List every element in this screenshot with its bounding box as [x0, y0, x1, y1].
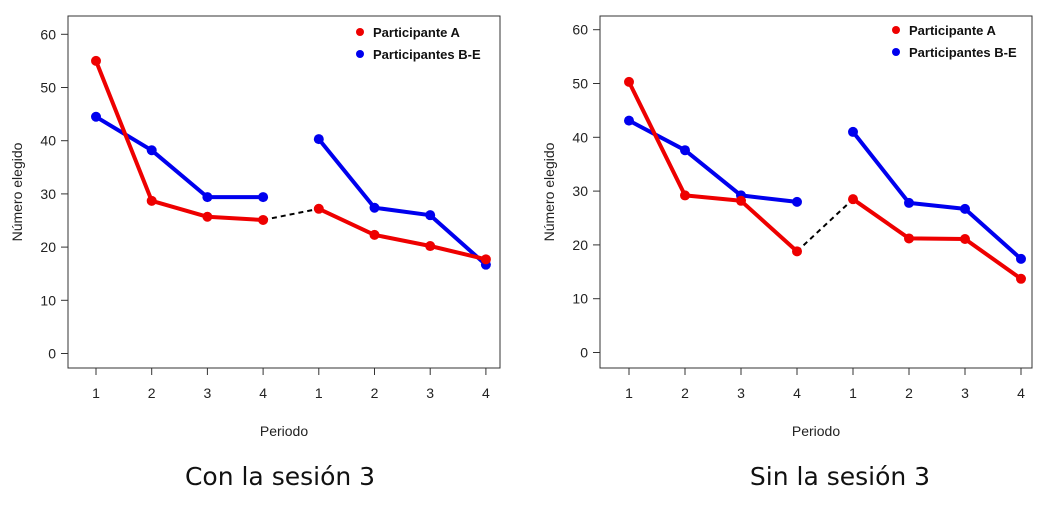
- data-point-participant-a: [792, 246, 802, 257]
- chart-right: 0 10 20 30 40 50 60 1 2 3 4 1 2 3 4 Periodo Número elegi…: [541, 15, 1033, 439]
- data-point-participants-b-e: [960, 203, 970, 214]
- y-tick-label: 60: [572, 22, 588, 38]
- series-line-participant-a: [851, 197, 1023, 281]
- series-line-participants-b-e: [851, 129, 1023, 261]
- data-point-participant-a: [904, 233, 914, 244]
- series-line-participants-b-e: [316, 137, 488, 267]
- y-tick-label: 10: [572, 291, 588, 307]
- y-tick-label: 30: [40, 186, 56, 202]
- y-tick-label: 50: [40, 80, 56, 96]
- data-point-participants-b-e: [369, 202, 380, 213]
- x-tick-label: 1: [92, 385, 100, 401]
- legend-label: Participante A: [909, 23, 997, 38]
- x-tick-label: 2: [905, 385, 913, 401]
- y-tick-label: 0: [580, 345, 588, 361]
- legend-label: Participante A: [373, 25, 461, 40]
- x-tick-label: 3: [737, 385, 745, 401]
- x-tick-label: 2: [148, 385, 156, 401]
- plot-frame: [599, 15, 1033, 369]
- x-tick-label: 1: [849, 385, 857, 401]
- y-tick-label: 10: [40, 292, 56, 308]
- y-tick-label: 30: [572, 183, 588, 199]
- chart-panel-left: 0 10 20 30 40 50 60 1 2 3 4 1 2 3 4 Periodo Número elegi…: [9, 15, 501, 439]
- x-tick-label: 4: [1017, 385, 1025, 401]
- y-axis-label: Número elegido: [9, 142, 25, 241]
- session-connector-line: [796, 198, 854, 253]
- data-point-participant-a: [202, 211, 213, 222]
- x-tick-label: 4: [259, 385, 267, 401]
- data-point-participants-b-e: [680, 145, 690, 156]
- data-point-participant-a: [258, 214, 269, 225]
- chart-panel-right: 0 10 20 30 40 50 60 1 2 3 4 1 2 3 4 Periodo Número elegi…: [528, 0, 1056, 513]
- data-point-participant-a: [480, 254, 491, 265]
- data-point-participant-a: [313, 203, 324, 214]
- y-tick-label: 20: [40, 239, 56, 255]
- data-point-participants-b-e: [848, 126, 858, 137]
- x-tick-label: 1: [625, 385, 633, 401]
- data-point-participants-b-e: [91, 111, 101, 122]
- y-axis-label: Número elegido: [541, 142, 557, 241]
- data-point-participants-b-e: [146, 145, 157, 156]
- legend-label: Participantes B-E: [909, 45, 1017, 60]
- data-point-participants-b-e: [425, 210, 436, 221]
- x-axis-label: Periodo: [792, 423, 840, 439]
- x-tick-label: 4: [482, 385, 490, 401]
- x-tick-label: 3: [961, 385, 969, 401]
- y-tick-label: 50: [572, 76, 588, 92]
- y-tick-label: 40: [40, 133, 56, 149]
- data-point-participant-a: [91, 55, 101, 66]
- legend-marker: [892, 26, 900, 34]
- chart-caption-right: Sin la sesión 3: [749, 462, 931, 491]
- series-line-participant-a: [316, 206, 488, 262]
- data-point-participant-a: [848, 194, 858, 205]
- legend-marker: [356, 50, 364, 58]
- data-point-participants-b-e: [904, 197, 914, 208]
- chart-left: 0 10 20 30 40 50 60 1 2 3 4 1 2 3 4 Periodo Número elegi…: [9, 15, 501, 439]
- data-point-participants-b-e: [258, 192, 269, 203]
- data-point-participants-b-e: [624, 115, 634, 126]
- data-point-participant-a: [369, 229, 380, 240]
- series-line-participant-a: [627, 79, 799, 254]
- legend-label: Participantes B-E: [373, 47, 481, 62]
- series-line-participant-a: [94, 58, 266, 222]
- data-point-participants-b-e: [792, 196, 802, 207]
- y-tick-label: 20: [572, 237, 588, 253]
- data-point-participant-a: [1016, 273, 1026, 284]
- x-tick-label: 4: [793, 385, 801, 401]
- data-point-participant-a: [624, 76, 634, 87]
- data-point-participants-b-e: [313, 134, 324, 145]
- x-tick-label: 2: [681, 385, 689, 401]
- session-connector-line: [262, 207, 319, 221]
- legend-marker: [356, 28, 364, 36]
- data-point-participant-a: [146, 195, 157, 206]
- x-tick-label: 1: [315, 385, 323, 401]
- chart-caption-left: Con la sesión 3: [184, 462, 376, 491]
- legend-marker: [892, 48, 900, 56]
- data-point-participant-a: [680, 190, 690, 201]
- x-tick-label: 2: [371, 385, 379, 401]
- data-point-participant-a: [960, 233, 970, 244]
- data-point-participant-a: [736, 195, 746, 206]
- x-axis-label: Periodo: [260, 423, 308, 439]
- plot-frame: [67, 15, 501, 369]
- y-tick-label: 40: [572, 129, 588, 145]
- x-tick-label: 3: [426, 385, 434, 401]
- y-tick-label: 60: [40, 26, 56, 42]
- x-tick-label: 3: [204, 385, 212, 401]
- data-point-participant-a: [425, 241, 436, 252]
- data-point-participants-b-e: [202, 192, 213, 203]
- y-tick-label: 0: [48, 346, 56, 362]
- data-point-participants-b-e: [1016, 253, 1026, 264]
